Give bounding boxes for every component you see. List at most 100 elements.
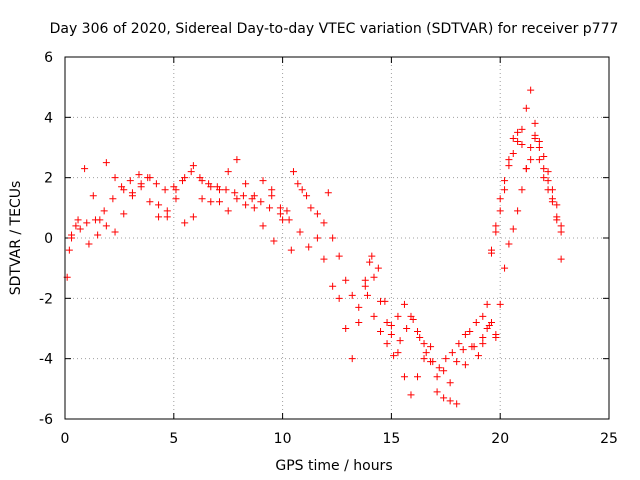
data-point xyxy=(420,340,428,348)
data-point xyxy=(496,207,504,215)
data-point xyxy=(422,349,430,357)
data-point xyxy=(155,213,163,221)
x-tick-label: 10 xyxy=(274,431,292,447)
data-points xyxy=(63,86,565,408)
data-point xyxy=(342,325,350,332)
data-point xyxy=(420,355,428,363)
data-point xyxy=(496,195,504,203)
data-point xyxy=(320,255,328,263)
data-point xyxy=(239,192,247,200)
data-point xyxy=(198,195,206,203)
data-point xyxy=(429,358,437,366)
data-point xyxy=(505,156,513,164)
data-point xyxy=(544,168,552,176)
series-9 xyxy=(492,134,565,342)
data-point xyxy=(94,231,102,239)
data-point xyxy=(370,273,378,281)
data-point xyxy=(146,198,154,206)
data-point xyxy=(407,391,415,399)
data-point xyxy=(466,328,474,336)
x-tick-label: 5 xyxy=(169,431,178,447)
data-point xyxy=(492,334,500,342)
data-point xyxy=(198,177,206,185)
data-point xyxy=(509,225,517,233)
data-point xyxy=(394,312,402,320)
data-point xyxy=(189,213,197,221)
data-point xyxy=(540,153,548,161)
data-point xyxy=(400,300,408,308)
data-point xyxy=(363,291,371,299)
data-point xyxy=(294,180,302,188)
data-point xyxy=(474,352,482,360)
data-point xyxy=(215,198,223,206)
data-point xyxy=(509,134,517,142)
data-point xyxy=(501,264,509,272)
x-tick-label: 20 xyxy=(491,431,509,447)
data-point xyxy=(279,216,287,224)
data-point xyxy=(146,174,154,182)
data-point xyxy=(455,340,463,348)
data-point xyxy=(479,340,487,348)
data-point xyxy=(370,312,378,320)
data-point xyxy=(266,204,274,212)
data-point xyxy=(102,222,110,230)
data-point xyxy=(215,186,223,194)
data-point xyxy=(329,282,337,290)
data-point xyxy=(128,192,136,200)
data-point xyxy=(522,165,530,173)
data-point xyxy=(307,204,315,212)
data-point xyxy=(298,186,306,194)
data-point xyxy=(181,219,189,227)
data-point xyxy=(505,162,513,170)
data-point xyxy=(446,397,454,405)
data-point xyxy=(505,240,513,248)
data-point xyxy=(553,213,561,221)
series-1 xyxy=(63,168,274,281)
data-point xyxy=(544,177,552,185)
data-point xyxy=(403,325,411,332)
data-point xyxy=(68,231,76,239)
data-point xyxy=(531,134,539,142)
plot-frame xyxy=(64,56,610,420)
data-point xyxy=(111,174,119,182)
x-tick-label: 0 xyxy=(61,431,70,447)
data-point xyxy=(163,213,171,221)
data-point xyxy=(483,300,491,308)
data-point xyxy=(442,355,450,363)
data-point xyxy=(348,355,356,363)
data-point xyxy=(535,144,543,151)
data-point xyxy=(189,162,197,170)
data-point xyxy=(453,400,461,408)
data-point xyxy=(242,180,250,188)
data-point xyxy=(409,315,417,323)
data-point xyxy=(366,258,374,266)
data-point xyxy=(85,240,93,248)
data-point xyxy=(527,86,535,94)
data-point xyxy=(342,276,350,284)
data-point xyxy=(540,165,548,173)
y-tick-label: -2 xyxy=(39,291,53,307)
data-point xyxy=(224,168,232,176)
y-tick-label: 2 xyxy=(44,171,53,187)
data-point xyxy=(287,246,295,254)
data-point xyxy=(468,343,476,351)
data-point xyxy=(65,246,73,254)
data-point xyxy=(483,325,491,332)
data-point xyxy=(250,192,258,200)
series-3 xyxy=(68,183,293,248)
data-point xyxy=(296,228,304,236)
data-point xyxy=(348,291,356,299)
data-point xyxy=(557,228,565,236)
data-point xyxy=(161,186,169,194)
data-point xyxy=(374,264,382,272)
data-point xyxy=(305,243,313,251)
data-point xyxy=(427,343,435,351)
data-point xyxy=(276,204,284,212)
data-point xyxy=(259,177,267,185)
data-point xyxy=(496,300,504,308)
x-axis-label: GPS time / hours xyxy=(275,458,392,474)
data-point xyxy=(383,318,391,326)
y-tick-label: 6 xyxy=(44,50,53,66)
data-point xyxy=(514,128,522,136)
